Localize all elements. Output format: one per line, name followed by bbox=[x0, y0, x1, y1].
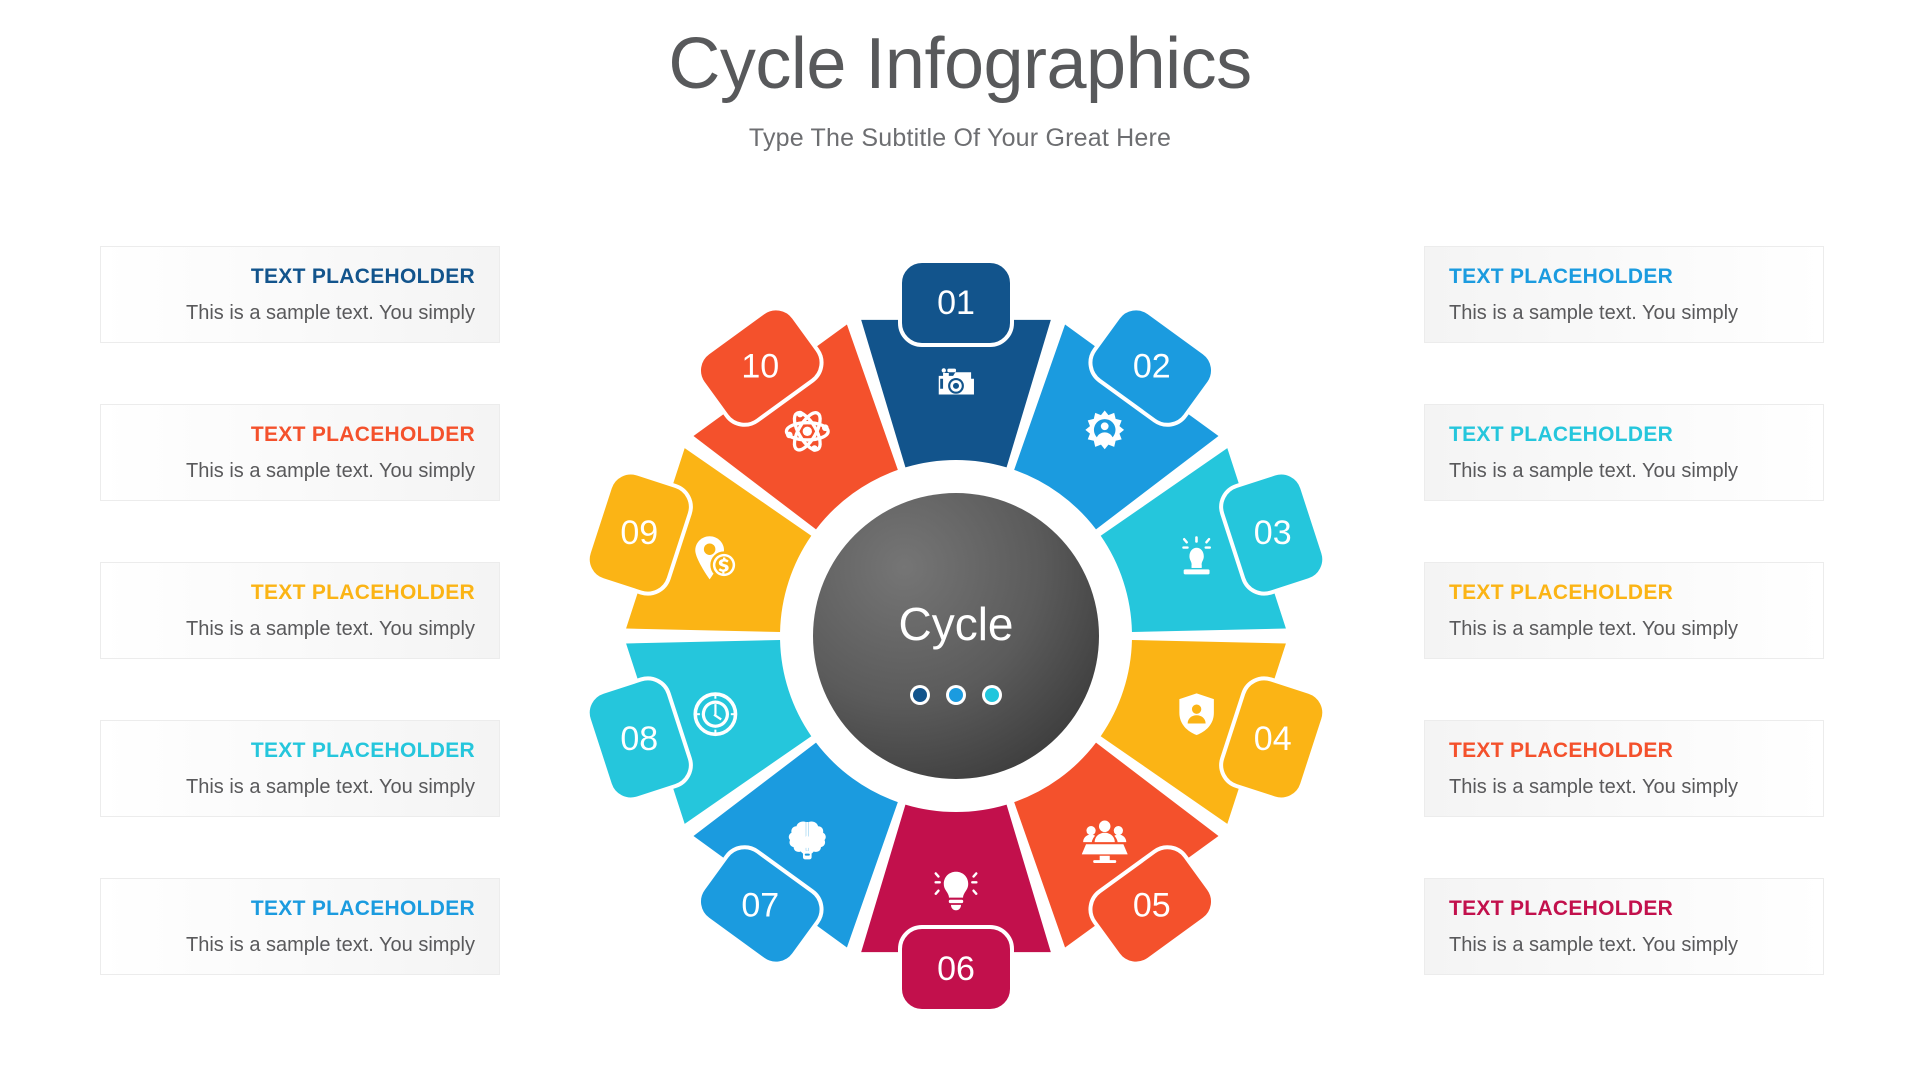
badge-number: 05 bbox=[1133, 886, 1171, 924]
list-item[interactable]: TEXT PLACEHOLDER This is a sample text. … bbox=[1424, 404, 1824, 501]
segment-badge-02[interactable]: 02 bbox=[1082, 300, 1222, 434]
badge-number: 08 bbox=[620, 720, 658, 758]
slide-header: Cycle Infographics Type The Subtitle Of … bbox=[0, 28, 1920, 153]
left-text-column: TEXT PLACEHOLDER This is a sample text. … bbox=[100, 246, 500, 1036]
list-item[interactable]: TEXT PLACEHOLDER This is a sample text. … bbox=[100, 562, 500, 659]
segment-badge-05[interactable]: 05 bbox=[1082, 839, 1222, 973]
badge-shape[interactable] bbox=[582, 467, 696, 599]
card-body: This is a sample text. You simply bbox=[1449, 618, 1739, 641]
segment-badge-07[interactable]: 07 bbox=[690, 839, 830, 973]
page-title: Cycle Infographics bbox=[668, 24, 1252, 104]
dot-1-icon bbox=[913, 688, 927, 702]
segment-badge-08[interactable]: 08 bbox=[582, 673, 696, 805]
badge-number: 04 bbox=[1254, 720, 1292, 758]
badge-number: 02 bbox=[1133, 348, 1171, 386]
badge-shape[interactable] bbox=[1215, 673, 1329, 805]
wheel-segment-04[interactable]: 04 bbox=[1100, 639, 1330, 824]
badge-number: 03 bbox=[1254, 514, 1292, 552]
card-title: TEXT PLACEHOLDER bbox=[250, 423, 475, 446]
card-body: This is a sample text. You simply bbox=[1449, 776, 1739, 799]
list-item[interactable]: TEXT PLACEHOLDER This is a sample text. … bbox=[100, 246, 500, 343]
wheel-segment-02[interactable]: 02 bbox=[1014, 300, 1222, 530]
badge-number: 01 bbox=[937, 284, 975, 322]
wheel-segment-05[interactable]: 05 bbox=[1014, 742, 1222, 973]
segment-badge-09[interactable]: 09 bbox=[582, 467, 696, 599]
wheel-segment-10[interactable]: 10 bbox=[690, 300, 898, 530]
badge-shape[interactable] bbox=[690, 300, 830, 434]
wheel-segment-08[interactable]: 08 bbox=[582, 639, 812, 824]
wheel-segment-06[interactable]: 06 bbox=[861, 804, 1051, 1013]
hub-dots bbox=[910, 685, 1002, 705]
badge-shape[interactable] bbox=[690, 839, 830, 973]
dot-2-icon bbox=[949, 688, 963, 702]
card-title: TEXT PLACEHOLDER bbox=[250, 581, 475, 604]
segment-badge-10[interactable]: 10 bbox=[690, 300, 830, 434]
page-subtitle: Type The Subtitle Of Your Great Here bbox=[748, 124, 1172, 152]
card-title: TEXT PLACEHOLDER bbox=[250, 739, 475, 762]
card-body: This is a sample text. You simply bbox=[1449, 460, 1739, 483]
wheel-segment-01[interactable]: 01 bbox=[861, 259, 1051, 468]
card-body: This is a sample text. You simply bbox=[185, 618, 475, 641]
cycle-wheel: 01 02 03 04 05 06 07 08 09 10 Cycle bbox=[546, 226, 1366, 1046]
wheel-segment-03[interactable]: 03 bbox=[1100, 448, 1330, 633]
badge-shape[interactable] bbox=[1082, 300, 1222, 434]
card-body: This is a sample text. You simply bbox=[185, 302, 475, 325]
card-body: This is a sample text. You simply bbox=[185, 460, 475, 483]
hub-label: Cycle bbox=[898, 598, 1013, 650]
wheel-segments: 01 02 03 04 05 06 07 08 09 10 bbox=[582, 259, 1330, 1013]
card-title: TEXT PLACEHOLDER bbox=[250, 897, 475, 920]
card-body: This is a sample text. You simply bbox=[1449, 302, 1739, 325]
cycle-hub: Cycle bbox=[785, 465, 1127, 807]
card-title: TEXT PLACEHOLDER bbox=[1449, 897, 1674, 920]
list-item[interactable]: TEXT PLACEHOLDER This is a sample text. … bbox=[1424, 246, 1824, 343]
badge-shape[interactable] bbox=[898, 259, 1014, 347]
badge-number: 06 bbox=[937, 950, 975, 988]
badge-shape[interactable] bbox=[1215, 467, 1329, 599]
card-body: This is a sample text. You simply bbox=[185, 776, 475, 799]
card-title: TEXT PLACEHOLDER bbox=[250, 265, 475, 288]
list-item[interactable]: TEXT PLACEHOLDER This is a sample text. … bbox=[1424, 562, 1824, 659]
badge-number: 10 bbox=[741, 348, 779, 386]
segment-badge-04[interactable]: 04 bbox=[1215, 673, 1329, 805]
right-text-column: TEXT PLACEHOLDER This is a sample text. … bbox=[1424, 246, 1824, 1036]
dot-3-icon bbox=[985, 688, 999, 702]
badge-shape[interactable] bbox=[1082, 839, 1222, 973]
badge-number: 07 bbox=[741, 886, 779, 924]
list-item[interactable]: TEXT PLACEHOLDER This is a sample text. … bbox=[100, 404, 500, 501]
segment-badge-03[interactable]: 03 bbox=[1215, 467, 1329, 599]
wheel-segment-09[interactable]: 09 bbox=[582, 448, 812, 633]
list-item[interactable]: TEXT PLACEHOLDER This is a sample text. … bbox=[100, 878, 500, 975]
badge-shape[interactable] bbox=[582, 673, 696, 805]
card-title: TEXT PLACEHOLDER bbox=[1449, 739, 1674, 762]
badge-number: 09 bbox=[620, 514, 658, 552]
segment-badge-01[interactable]: 01 bbox=[898, 259, 1014, 347]
card-title: TEXT PLACEHOLDER bbox=[1449, 581, 1674, 604]
card-title: TEXT PLACEHOLDER bbox=[1449, 423, 1674, 446]
badge-shape[interactable] bbox=[898, 925, 1014, 1013]
card-body: This is a sample text. You simply bbox=[185, 934, 475, 957]
list-item[interactable]: TEXT PLACEHOLDER This is a sample text. … bbox=[100, 720, 500, 817]
card-title: TEXT PLACEHOLDER bbox=[1449, 265, 1674, 288]
wheel-segment-07[interactable]: 07 bbox=[690, 742, 898, 973]
list-item[interactable]: TEXT PLACEHOLDER This is a sample text. … bbox=[1424, 878, 1824, 975]
segment-badge-06[interactable]: 06 bbox=[898, 925, 1014, 1013]
list-item[interactable]: TEXT PLACEHOLDER This is a sample text. … bbox=[1424, 720, 1824, 817]
card-body: This is a sample text. You simply bbox=[1449, 934, 1739, 957]
